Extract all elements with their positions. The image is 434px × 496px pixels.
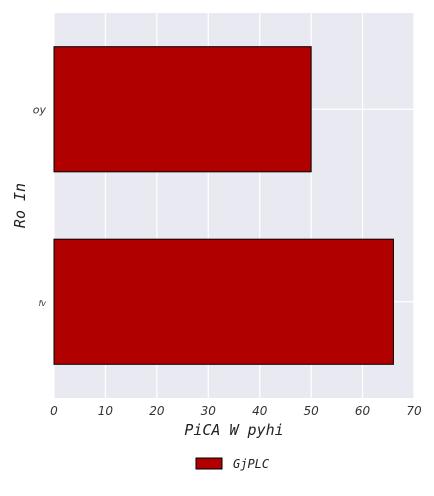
y-tick-label: fv (38, 299, 46, 308)
bar-oy (53, 46, 312, 173)
x-tick-label: 70 (406, 404, 422, 418)
x-tick-label: 10 (98, 404, 114, 418)
legend: GjPLC (195, 457, 270, 471)
bars (53, 46, 394, 365)
y-axis-ticks: fv oy (33, 103, 47, 308)
x-tick-label: 60 (355, 404, 371, 418)
y-tick-label: oy (33, 103, 47, 116)
legend-swatch (195, 457, 223, 470)
x-tick-label: 30 (201, 404, 217, 418)
x-tick-label: 50 (304, 404, 320, 418)
x-tick-label: 20 (149, 404, 165, 418)
x-axis-ticks: 0 10 20 30 40 50 60 70 (50, 404, 422, 418)
bar-fv (53, 238, 394, 365)
legend-label: GjPLC (233, 457, 270, 471)
y-axis-title: Ro In (11, 183, 29, 228)
x-tick-label: 0 (50, 404, 58, 418)
x-tick-label: 40 (252, 404, 268, 418)
x-axis-title: PiCA W pyhi (184, 421, 283, 439)
